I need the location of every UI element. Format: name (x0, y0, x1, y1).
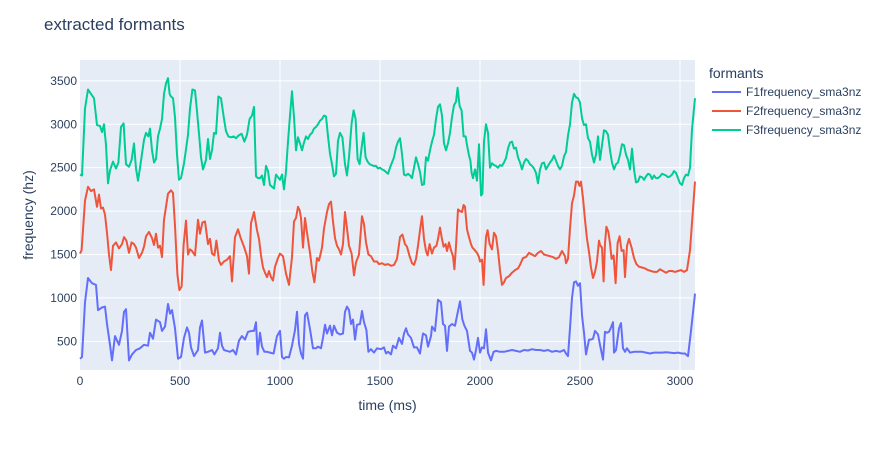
x-axis-label: time (ms) (358, 397, 416, 413)
y-tick-label: 1500 (50, 248, 77, 262)
series-line-1[interactable] (79, 277, 696, 362)
x-tick-label: 1000 (267, 374, 294, 388)
legend-item-3[interactable]: F3frequency_sma3nz (712, 123, 861, 137)
legend-item-2[interactable]: F2frequency_sma3nz (712, 104, 861, 118)
y-tick-label: 1000 (50, 291, 77, 305)
x-tick-label: 1500 (367, 374, 394, 388)
plot-area[interactable] (80, 60, 695, 370)
legend-label: F2frequency_sma3nz (746, 104, 861, 118)
series-group[interactable] (79, 77, 696, 362)
y-tick-label: 2000 (50, 204, 77, 218)
series-line-2[interactable] (79, 180, 696, 292)
legend-item-1[interactable]: F1frequency_sma3nz (712, 85, 861, 99)
x-axis-ticks: 0 500 1000 1500 2000 2500 3000 (77, 374, 694, 388)
y-axis-ticks: 500 1000 1500 2000 2500 3000 3500 (50, 74, 77, 349)
x-tick-label: 500 (170, 374, 190, 388)
series-line-3[interactable] (79, 77, 696, 197)
legend-label: F3frequency_sma3nz (746, 123, 861, 137)
chart-title: extracted formants (44, 15, 185, 34)
x-tick-label: 2000 (467, 374, 494, 388)
y-tick-label: 3000 (50, 117, 77, 131)
x-tick-label: 2500 (567, 374, 594, 388)
y-axis-label: frequency (hz) (20, 170, 36, 259)
x-tick-label: 0 (77, 374, 84, 388)
y-tick-label: 500 (57, 334, 77, 348)
legend[interactable]: formants F1frequency_sma3nz F2frequency_s… (709, 65, 861, 137)
y-tick-label: 3500 (50, 74, 77, 88)
legend-label: F1frequency_sma3nz (746, 85, 861, 99)
legend-title: formants (709, 65, 763, 81)
x-tick-label: 3000 (667, 374, 694, 388)
y-tick-label: 2500 (50, 161, 77, 175)
